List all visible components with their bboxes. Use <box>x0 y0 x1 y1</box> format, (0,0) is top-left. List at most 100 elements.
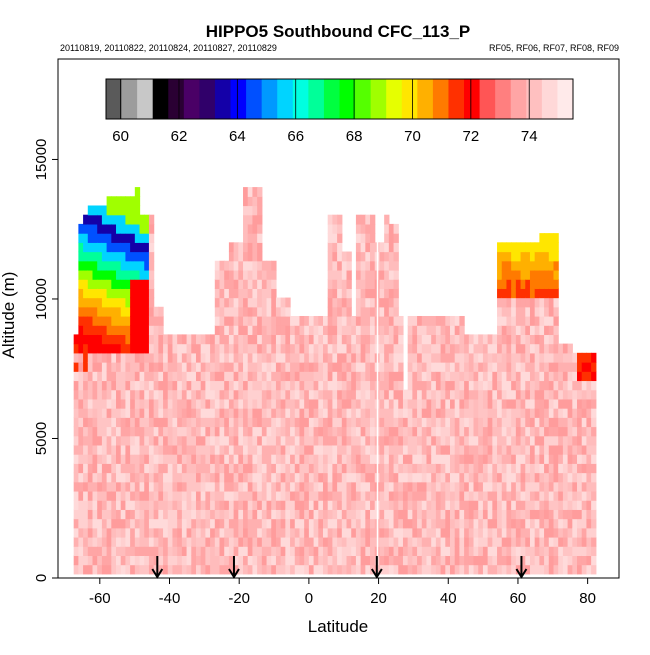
heatmap-cell <box>520 500 526 510</box>
heatmap-cell <box>153 306 159 317</box>
heatmap-cell <box>445 527 451 538</box>
heatmap-cell <box>341 527 348 538</box>
heatmap-cell <box>290 518 296 529</box>
heatmap-cell <box>191 362 197 372</box>
heatmap-cell <box>205 352 211 363</box>
heatmap-cell <box>228 546 235 556</box>
heatmap-cell <box>106 371 112 382</box>
heatmap-cell <box>87 260 94 271</box>
heatmap-cell <box>177 500 183 510</box>
heatmap-cell <box>257 444 263 455</box>
heatmap-cell <box>181 500 188 510</box>
heatmap-cell <box>426 481 432 492</box>
heatmap-cell <box>243 223 249 234</box>
heatmap-cell <box>487 389 493 400</box>
heatmap-cell <box>153 490 159 501</box>
heatmap-cell <box>271 297 277 308</box>
heatmap-cell <box>181 435 188 446</box>
heatmap-cell <box>158 389 164 400</box>
heatmap-cell <box>294 371 301 382</box>
heatmap-cell <box>313 417 319 428</box>
heatmap-cell <box>327 214 333 225</box>
heatmap-cell <box>398 343 404 354</box>
heatmap-cell <box>558 490 564 501</box>
heatmap-cell <box>388 536 395 547</box>
heatmap-cell <box>440 435 446 446</box>
heatmap-cell <box>322 325 329 336</box>
heatmap-cell <box>355 472 362 483</box>
heatmap-cell <box>454 518 461 529</box>
heatmap-cell <box>431 527 437 538</box>
heatmap-cell <box>233 334 239 345</box>
heatmap-cell <box>388 269 395 280</box>
heatmap-cell <box>139 371 145 382</box>
heatmap-cell <box>101 288 108 299</box>
heatmap-cell <box>525 362 531 372</box>
heatmap-cell <box>120 260 127 271</box>
heatmap-cell <box>393 343 399 354</box>
heatmap-cell <box>257 555 263 566</box>
heatmap-cell <box>111 426 117 437</box>
heatmap-cell <box>87 371 94 382</box>
heatmap-cell <box>501 546 508 556</box>
heatmap-cell <box>572 555 578 566</box>
heatmap-cell <box>116 196 122 207</box>
heatmap-cell <box>586 417 592 428</box>
heatmap-cell <box>83 380 89 391</box>
heatmap-cell <box>294 481 301 492</box>
heatmap-cell <box>327 279 333 289</box>
heatmap-cell <box>332 555 338 566</box>
heatmap-cell <box>299 435 305 446</box>
colorbar-swatch <box>121 79 138 119</box>
heatmap-cell <box>163 564 169 575</box>
heatmap-cell <box>134 205 141 216</box>
heatmap-cell <box>379 500 385 510</box>
heatmap-cell <box>468 435 475 446</box>
heatmap-cell <box>497 426 503 437</box>
heatmap-cell <box>92 536 98 547</box>
heatmap-cell <box>191 334 197 345</box>
heatmap-cell <box>101 546 108 556</box>
heatmap-cell <box>445 564 451 575</box>
heatmap-cell <box>214 279 221 289</box>
heatmap-cell <box>228 509 235 520</box>
heatmap-cell <box>318 509 324 520</box>
heatmap-cell <box>360 279 366 289</box>
heatmap-cell <box>261 555 268 566</box>
heatmap-cell <box>257 490 263 501</box>
heatmap-cell <box>478 481 484 492</box>
heatmap-cell <box>233 564 239 575</box>
heatmap-cell <box>511 260 517 271</box>
heatmap-cell <box>506 444 512 455</box>
heatmap-cell <box>116 279 122 289</box>
heatmap-cell <box>78 564 84 575</box>
heatmap-cell <box>506 518 512 529</box>
heatmap-cell <box>370 279 376 289</box>
heatmap-cell <box>294 555 301 566</box>
heatmap-cell <box>435 454 442 464</box>
heatmap-cell <box>252 242 258 253</box>
heatmap-cell <box>280 325 286 336</box>
heatmap-cell <box>134 380 141 391</box>
heatmap-cell <box>290 555 296 566</box>
heatmap-cell <box>130 233 136 243</box>
heatmap-cell <box>355 389 362 400</box>
heatmap-cell <box>186 555 192 566</box>
heatmap-cell <box>144 527 150 538</box>
heatmap-cell <box>388 371 395 382</box>
heatmap-cell <box>398 380 404 391</box>
heatmap-cell <box>106 509 112 520</box>
heatmap-cell <box>548 527 555 538</box>
heatmap-cell <box>370 325 376 336</box>
heatmap-cell <box>101 380 108 391</box>
heatmap-cell <box>83 269 89 280</box>
heatmap-cell <box>257 242 263 253</box>
heatmap-cell <box>313 490 319 501</box>
heatmap-cell <box>544 251 550 262</box>
colorbar-tick-label: 68 <box>346 128 363 145</box>
heatmap-cell <box>478 564 484 575</box>
heatmap-cell <box>562 500 569 510</box>
heatmap-cell <box>473 417 479 428</box>
heatmap-cell <box>435 362 442 372</box>
heatmap-cell <box>384 260 390 271</box>
